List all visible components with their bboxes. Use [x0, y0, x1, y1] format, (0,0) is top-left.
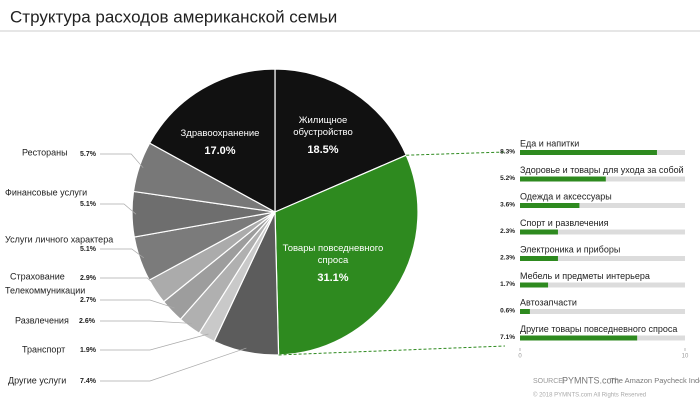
connector	[406, 151, 506, 156]
slice-value: 18.5%	[307, 144, 339, 156]
bar-label: Одежда и аксессуары	[520, 191, 612, 201]
bar-label: Автозапчасти	[520, 297, 577, 307]
leader-line	[100, 333, 209, 351]
slice-name: Товары повседневного спроса	[282, 243, 384, 266]
bar-label: Спорт и развлечения	[520, 218, 609, 228]
bar-value: 2.3%	[500, 255, 515, 262]
bar-label: Еда и напитки	[520, 138, 579, 148]
slice-value: 17.0%	[204, 145, 236, 157]
pie-slice	[274, 68, 408, 213]
slice-name: Жилищное обустройство	[293, 115, 353, 138]
outer-label: Развлечения	[15, 315, 69, 325]
outer-value: 5.7%	[80, 151, 97, 158]
bar-track	[520, 229, 685, 235]
source-name: PYMNTS.com	[562, 375, 619, 385]
bar-label: Другие товары повседневного спроса	[520, 324, 677, 334]
pie-slice	[274, 154, 419, 356]
leader-line	[100, 299, 175, 309]
slice-label: Товары повседневного спроса 31.1%	[278, 243, 388, 284]
bar-value: 3.6%	[500, 202, 515, 209]
outer-label: Транспорт	[22, 344, 65, 354]
bar-value: 8.3%	[500, 149, 515, 156]
outer-label: Другие услуги	[8, 375, 66, 385]
slice-value: 31.1%	[317, 272, 349, 284]
connector	[278, 345, 506, 356]
leader-line	[100, 203, 137, 215]
bar-label: Электроника и приборы	[520, 244, 620, 254]
source-index: The Amazon Paycheck Index	[610, 376, 700, 385]
leader-line	[100, 347, 247, 382]
bar-track	[520, 282, 685, 288]
leader-line	[100, 277, 160, 290]
chart-title: Структура расходов американской семьи	[10, 7, 337, 26]
bar-value: 2.3%	[500, 228, 515, 235]
bar-value: 5.2%	[500, 175, 515, 182]
outer-label: Услуги личного характера	[5, 234, 113, 244]
slice-name: Здравоохранение	[180, 128, 260, 139]
outer-value: 5.1%	[80, 246, 97, 253]
bar	[520, 150, 657, 155]
leader-line	[100, 153, 144, 169]
bar	[520, 335, 638, 341]
bar	[520, 229, 558, 235]
bar	[520, 176, 606, 182]
slice-label: Здравоохранение 17.0%	[180, 128, 260, 157]
slice-label: Жилищное обустройство 18.5%	[283, 115, 363, 156]
bar-label: Мебель и предметы интерьера	[520, 271, 650, 281]
outer-value: 2.6%	[79, 318, 96, 325]
pie-slice	[148, 68, 276, 214]
bar-value: 1.7%	[500, 281, 515, 288]
bar-track	[520, 203, 685, 208]
leader-line	[100, 248, 144, 259]
outer-value: 7.4%	[80, 378, 97, 385]
outer-value: 2.7%	[80, 297, 97, 304]
source-label: SOURCE:	[533, 378, 565, 385]
copyright: © 2018 PYMNTS.com All Rights Reserved	[533, 392, 646, 399]
outer-label: Телекоммуникации	[5, 285, 85, 295]
x-tick-label: 10	[682, 354, 689, 360]
bar-track	[520, 256, 685, 261]
bar	[520, 203, 580, 208]
bar-track	[520, 309, 685, 314]
bar	[520, 309, 530, 314]
leader-line	[100, 320, 192, 324]
bar-value: 7.1%	[500, 334, 515, 341]
outer-label: Рестораны	[22, 147, 68, 157]
x-tick-label: 0	[518, 354, 522, 360]
outer-value: 1.9%	[80, 347, 97, 354]
outer-label: Финансовые услуги	[5, 187, 87, 197]
bar-label: Здоровье и товары для ухода за собой	[520, 165, 684, 175]
bar	[520, 282, 549, 288]
outer-label: Страхование	[10, 271, 65, 281]
outer-value: 5.1%	[80, 201, 97, 208]
outer-value: 2.9%	[80, 275, 97, 282]
bar	[520, 256, 558, 261]
bar-value: 0.6%	[500, 308, 515, 315]
